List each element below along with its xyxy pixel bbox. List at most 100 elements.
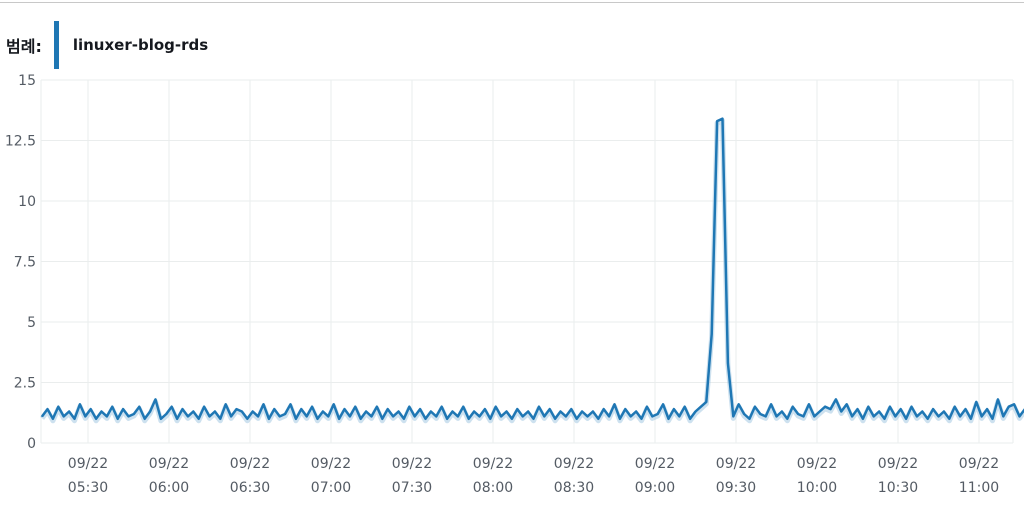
data-point [759,413,762,415]
data-point [894,415,897,418]
data-point [349,415,351,418]
data-point [856,408,859,410]
data-point [489,418,492,420]
data-point [559,410,562,413]
data-point [716,120,718,122]
data-point [484,408,486,410]
x-tick-date: 09/22 [554,456,594,472]
data-point [786,418,789,420]
data-point [586,415,589,418]
data-point [505,410,508,413]
data-point [386,408,389,410]
data-point [910,405,913,408]
data-point [727,362,729,364]
data-point [440,405,443,408]
data-point [764,415,767,418]
data-point [862,418,864,420]
data-point [273,408,276,410]
data-point [376,405,378,408]
x-tick-time: 06:00 [149,480,189,496]
data-point [656,413,659,415]
data-point [208,415,211,418]
data-point [397,410,400,413]
data-point [548,408,551,410]
data-point [311,405,313,408]
y-tick-label: 12.5 [5,134,36,150]
data-point [300,408,303,410]
data-point [905,418,907,420]
data-point [52,418,54,420]
data-point [41,415,43,418]
data-point [926,418,929,420]
data-point [673,408,675,410]
data-point [419,408,421,410]
x-tick-date: 09/22 [149,456,189,472]
data-point [138,405,141,408]
data-point [554,418,556,420]
x-tick-time: 11:00 [959,480,999,496]
data-point [305,415,308,418]
data-point [381,418,384,420]
data-point [635,410,637,413]
data-point [116,418,119,420]
data-point [921,410,924,413]
data-point [219,418,222,420]
data-point [845,403,848,406]
x-tick-date: 09/22 [68,456,108,472]
x-tick-time: 09:30 [716,480,756,496]
x-tick-time: 08:00 [473,480,513,496]
data-point [878,410,880,413]
data-point [79,403,81,406]
data-point [246,418,249,420]
data-point [824,405,826,408]
data-point [835,398,837,401]
data-point [451,410,454,413]
data-point [338,418,340,420]
y-tick-label: 15 [18,73,36,89]
data-point [964,408,967,410]
data-point [62,415,65,418]
data-point [651,415,654,418]
data-point [343,408,346,410]
legend-item-linuxer-blog-rds[interactable]: linuxer-blog-rds [72,36,209,54]
data-point [592,410,594,413]
data-point [948,418,951,420]
data-point [106,415,108,418]
data-point [797,413,799,415]
data-point [181,408,184,410]
x-tick-date: 09/22 [473,456,513,472]
series-line-linuxer-blog-rds [41,117,1024,421]
data-point [597,418,600,420]
data-point [732,415,735,418]
data-point [1018,415,1021,418]
data-point [435,415,438,418]
data-point [143,418,146,420]
data-point [262,403,265,406]
data-point [570,408,573,410]
data-point [624,408,627,410]
data-point [1007,405,1010,408]
data-point [494,405,497,408]
data-point [829,408,832,410]
data-point [781,410,783,413]
legend: 범례: linuxer-blog-rds [6,20,208,70]
data-point [932,408,934,410]
data-point [543,415,546,418]
data-point [154,398,157,401]
data-point [802,415,805,418]
data-point [743,413,745,415]
data-point [521,415,524,418]
data-point [165,413,168,415]
x-tick-time: 10:00 [797,480,837,496]
data-point [457,415,459,418]
data-point [516,408,519,410]
data-point [813,415,816,418]
y-tick-label: 10 [18,194,36,210]
data-point [176,418,178,420]
data-point [1002,415,1005,418]
data-point [613,403,616,406]
data-point [241,410,243,413]
data-point [46,408,49,410]
data-point [808,403,810,406]
data-point [646,405,648,408]
